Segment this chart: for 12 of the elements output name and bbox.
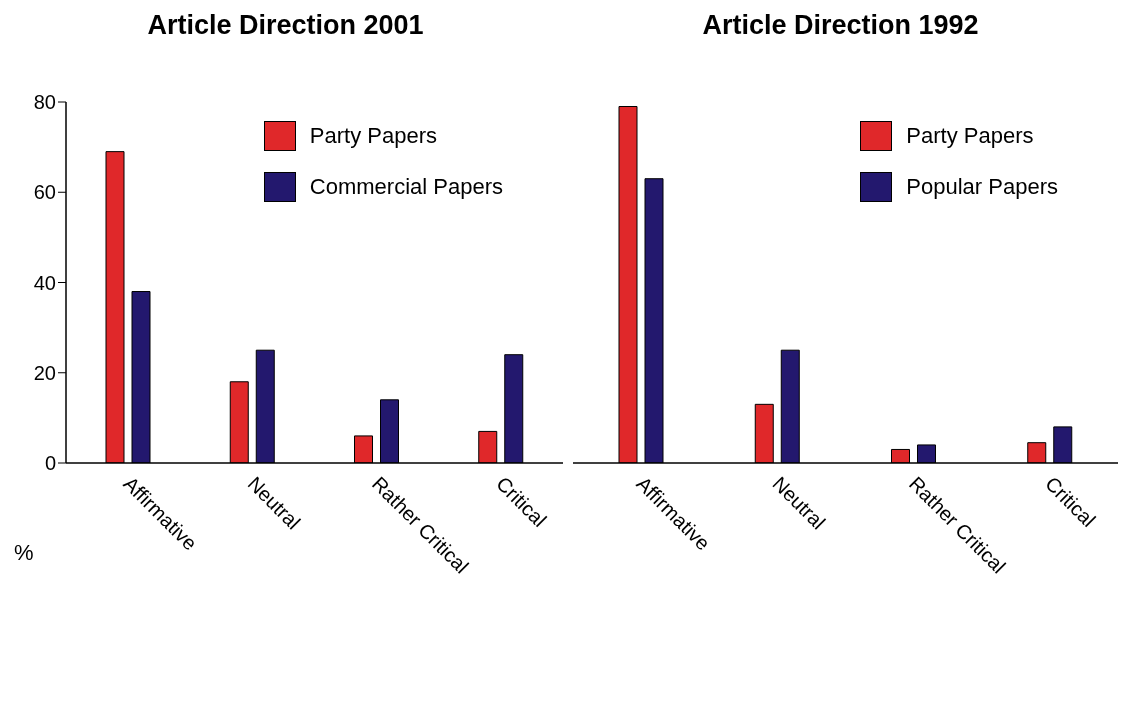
chart-title: Article Direction 1992 [701, 10, 980, 41]
y-tick-label: 0 [44, 452, 56, 475]
legend-label: Popular Papers [906, 173, 1058, 200]
y-axis-title: % [14, 540, 34, 566]
legend-label: Party Papers [309, 122, 437, 149]
y-tick-label: 40 [33, 271, 56, 294]
chart-title: Article Direction 2001 [146, 10, 425, 41]
y-tick-label: 20 [33, 361, 56, 384]
y-tick-label: 80 [33, 91, 56, 114]
legend-label: Party Papers [906, 122, 1034, 149]
legend-label: Commercial Papers [309, 173, 503, 200]
y-tick-label: 60 [33, 181, 56, 204]
